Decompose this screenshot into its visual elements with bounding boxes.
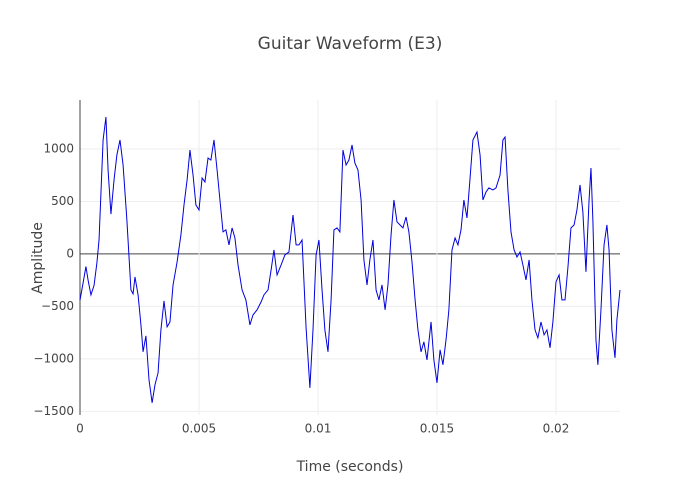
- y-axis-label: Amplitude: [30, 222, 46, 294]
- x-tick-label: 0: [76, 422, 84, 436]
- x-tick-label: 0.01: [305, 422, 332, 436]
- x-tick-label: 0.015: [420, 422, 454, 436]
- x-tick-label: 0.005: [182, 422, 216, 436]
- y-tick-label: −1000: [33, 351, 74, 365]
- x-tick-label: 0.02: [543, 422, 570, 436]
- y-tick-label: 1000: [43, 142, 74, 156]
- y-tick-label: 0: [66, 246, 74, 260]
- waveform-line: [79, 116, 621, 403]
- y-tick-label: −1500: [33, 404, 74, 418]
- x-axis-label: Time (seconds): [296, 459, 404, 475]
- y-tick-label: 500: [51, 194, 74, 208]
- y-tick-label: −500: [41, 299, 74, 313]
- chart-title: Guitar Waveform (E3): [258, 34, 443, 54]
